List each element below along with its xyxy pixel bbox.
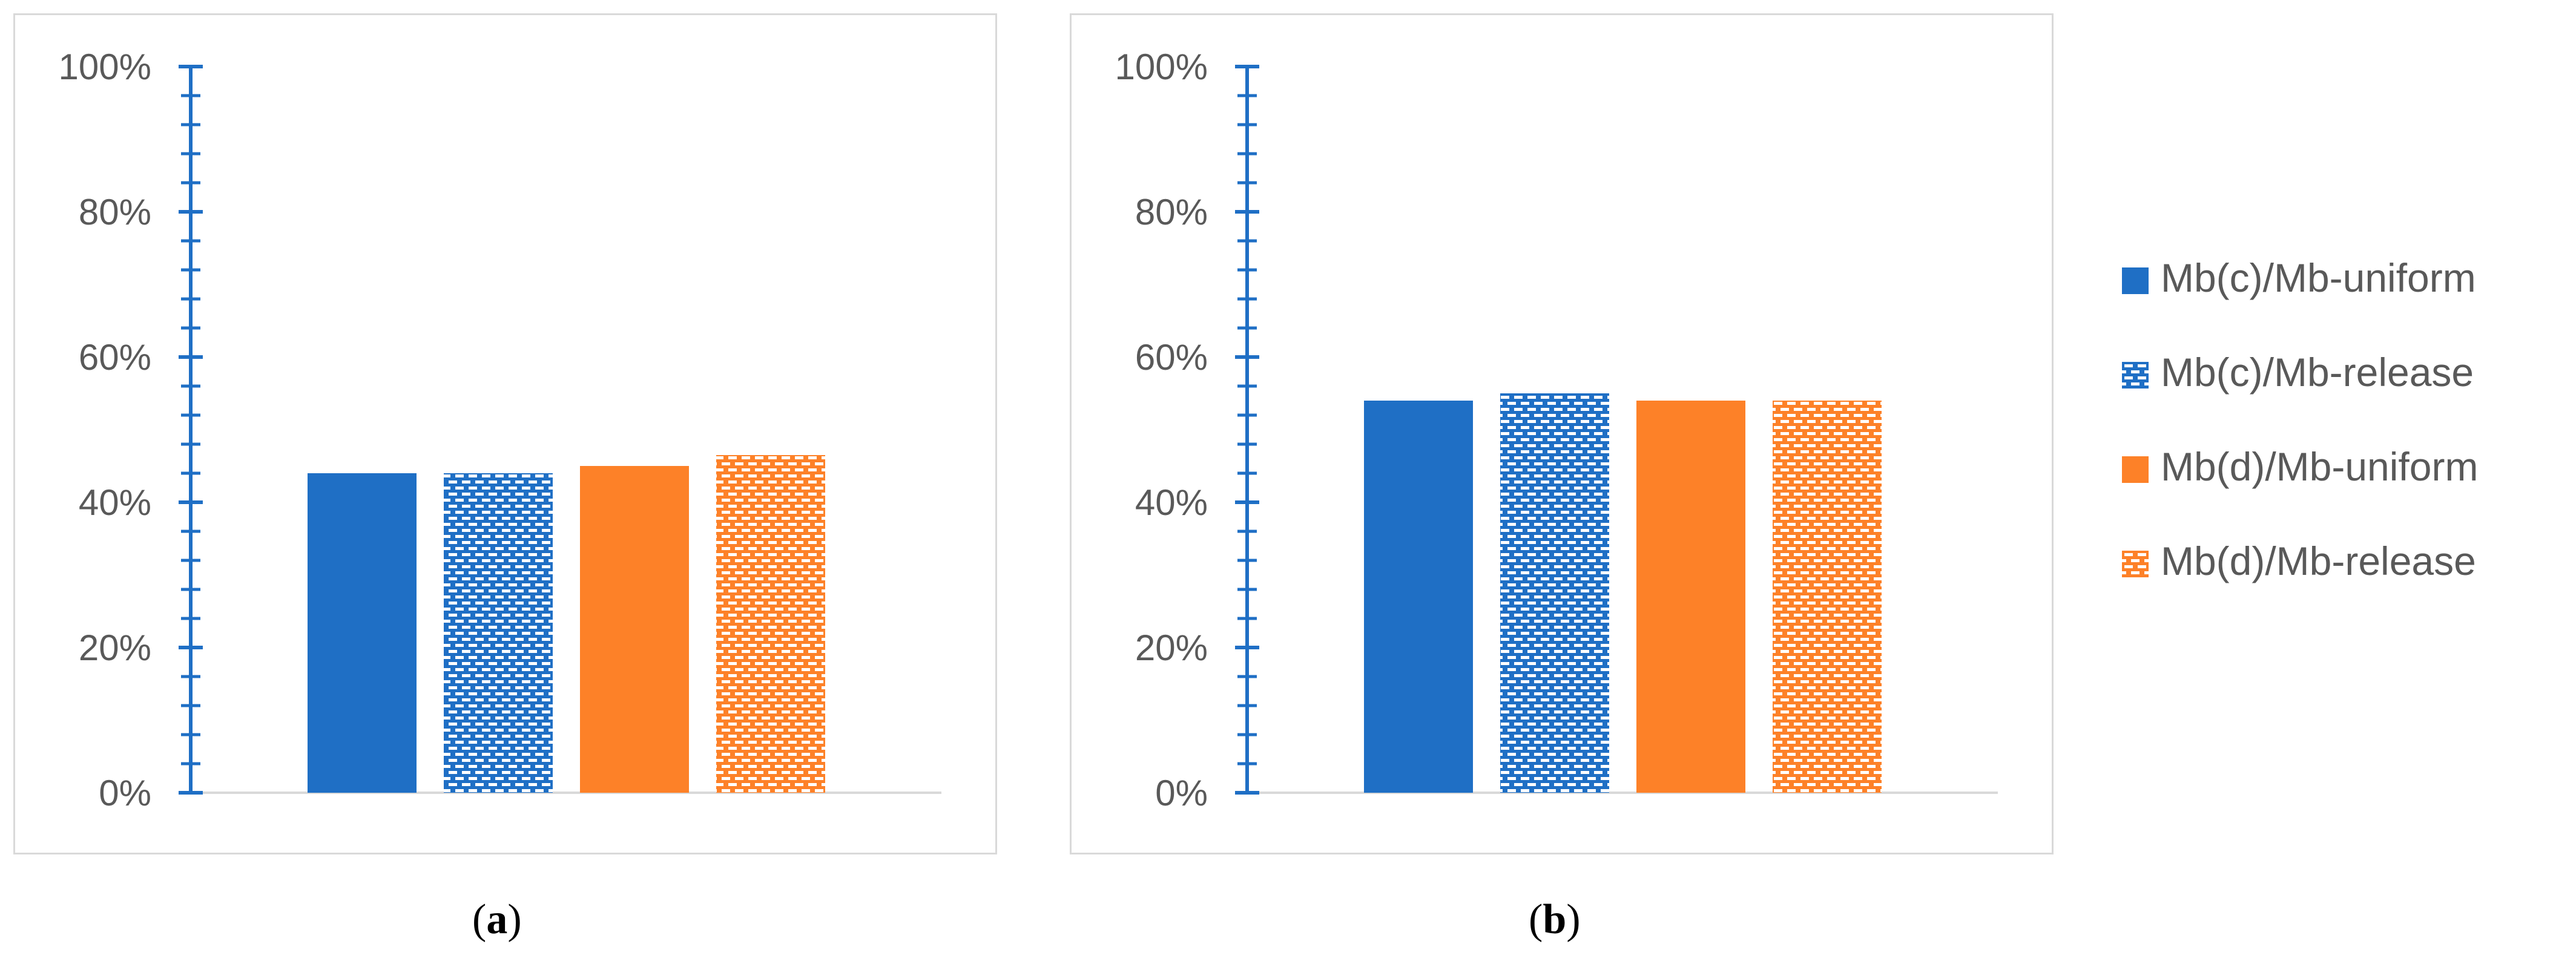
y-tick-label-a: 40% — [79, 482, 151, 523]
bar-b-1 — [1364, 401, 1473, 793]
y-tick-label-b: 20% — [1135, 628, 1208, 668]
bar-a-4 — [716, 455, 825, 793]
bar-a-1 — [308, 473, 417, 793]
legend-swatch-3 — [2122, 456, 2149, 483]
legend-label-3: Mb(d)/Mb-uniform — [2161, 444, 2479, 489]
legend-swatch-2 — [2122, 362, 2149, 389]
chart-b: 0% 20% 40% 60% 80% 100% — [1115, 47, 1998, 813]
y-tick-label-a: 80% — [79, 192, 151, 232]
y-tick-label-b: 0% — [1155, 773, 1208, 813]
caption-b: (b) — [1529, 896, 1581, 944]
caption-b-close: ) — [1566, 896, 1581, 943]
y-tick-label-b: 60% — [1135, 337, 1208, 378]
y-tick-label-b: 100% — [1115, 47, 1208, 87]
bar-a-2 — [444, 473, 553, 793]
caption-b-open: ( — [1529, 896, 1543, 943]
caption-b-letter: b — [1543, 896, 1567, 943]
bar-b-4 — [1773, 401, 1882, 793]
y-tick-label-a: 100% — [59, 47, 151, 87]
legend: Mb(c)/Mb-uniform Mb(c)/Mb-release Mb(d)/… — [2122, 242, 2570, 620]
y-tick-label-a: 60% — [79, 337, 151, 378]
y-tick-label-a: 20% — [79, 628, 151, 668]
caption-a-open: ( — [472, 896, 487, 943]
y-tick-label-b: 80% — [1135, 192, 1208, 232]
legend-item-4: Mb(d)/Mb-release — [2122, 525, 2570, 620]
legend-item-2: Mb(c)/Mb-release — [2122, 336, 2570, 431]
legend-label-1: Mb(c)/Mb-uniform — [2161, 255, 2476, 300]
y-tick-label-b: 40% — [1135, 482, 1208, 523]
y-tick-label-a: 0% — [99, 773, 151, 813]
legend-swatch-1 — [2122, 267, 2149, 294]
caption-a-close: ) — [507, 896, 522, 943]
caption-a-letter: a — [486, 896, 508, 943]
bar-a-3 — [580, 466, 689, 793]
caption-a: (a) — [472, 896, 522, 944]
legend-swatch-4 — [2122, 551, 2149, 577]
legend-label-4: Mb(d)/Mb-release — [2161, 539, 2476, 583]
bar-b-3 — [1636, 401, 1745, 793]
legend-label-2: Mb(c)/Mb-release — [2161, 350, 2474, 395]
legend-item-3: Mb(d)/Mb-uniform — [2122, 431, 2570, 525]
chart-a: 0% 20% 40% 60% 80% 100% — [59, 47, 941, 813]
bar-b-2 — [1500, 393, 1609, 793]
legend-item-1: Mb(c)/Mb-uniform — [2122, 242, 2570, 336]
